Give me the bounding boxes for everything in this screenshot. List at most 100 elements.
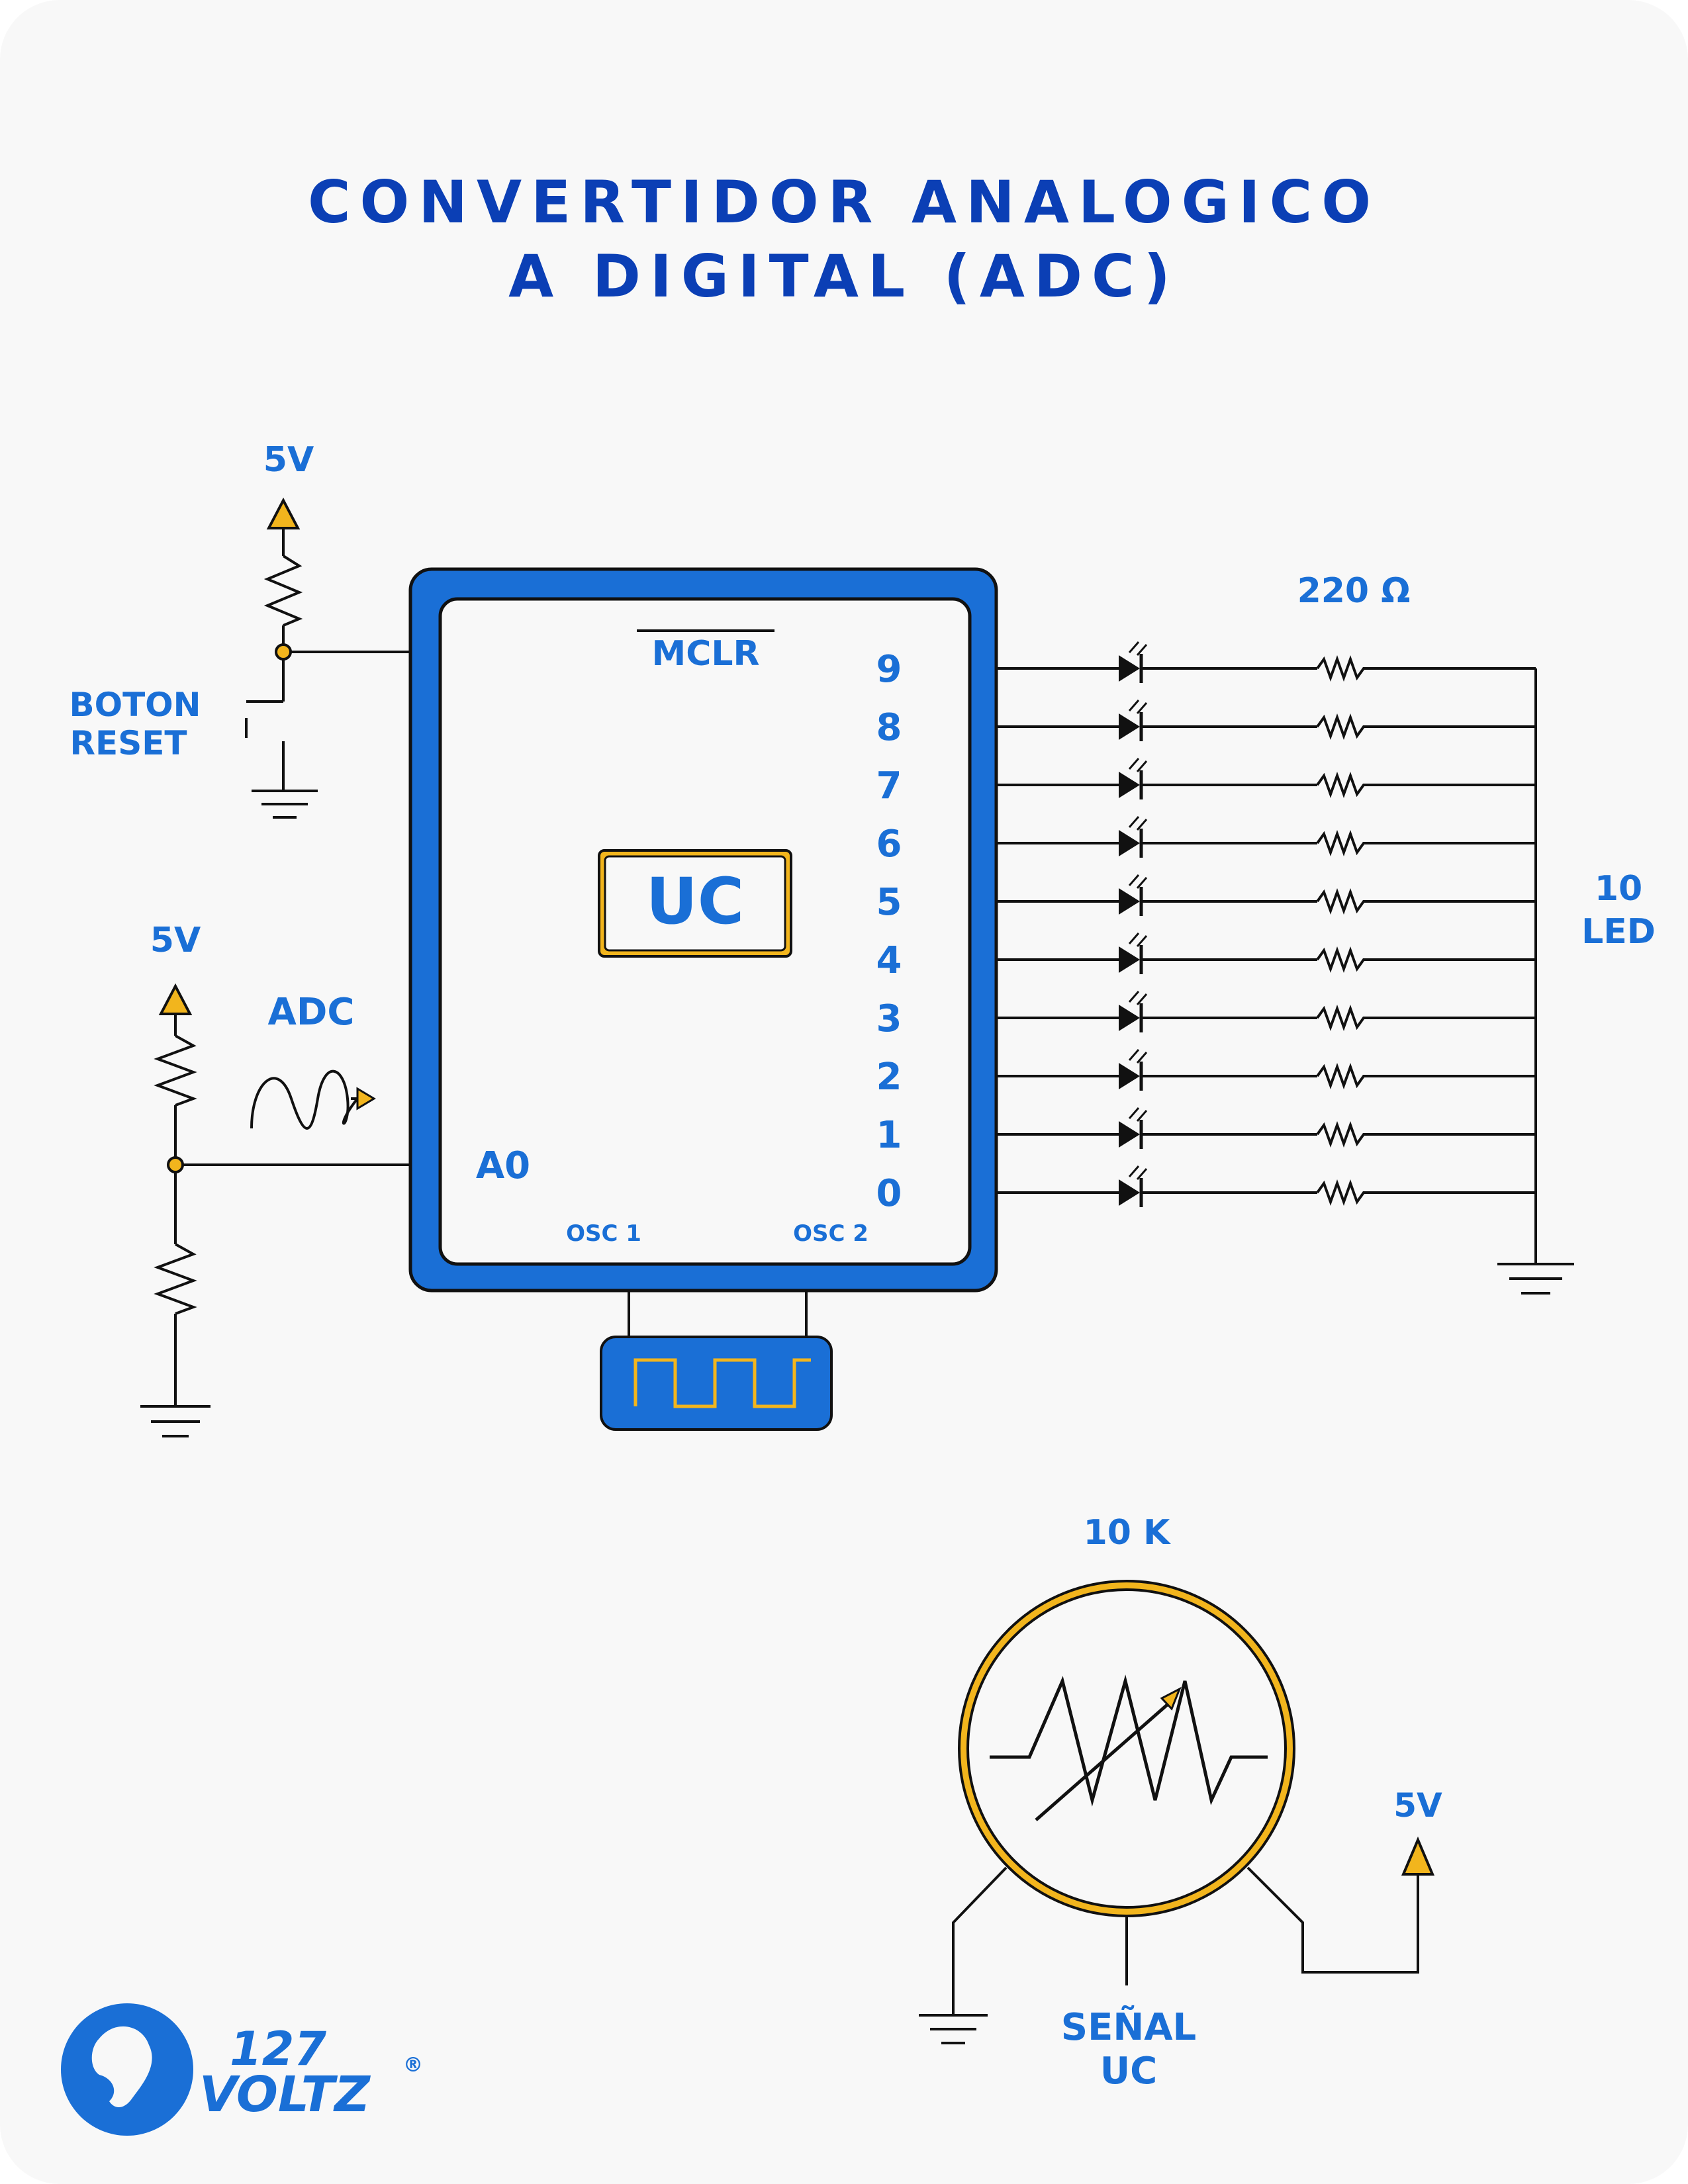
led-ray xyxy=(1136,644,1148,656)
analog-pin-label: A0 xyxy=(476,1144,530,1187)
title-line-2: A DIGITAL (ADC) xyxy=(508,242,1180,310)
reset-node xyxy=(275,643,292,660)
led-ray xyxy=(1136,702,1148,714)
osc1-label: OSC 1 xyxy=(566,1220,641,1247)
led-4-icon xyxy=(1119,946,1140,973)
led-5-icon xyxy=(1119,888,1140,915)
microcontroller xyxy=(408,567,998,1293)
led-ray xyxy=(1136,993,1148,1005)
resistor-7 xyxy=(1316,772,1377,798)
led-ray xyxy=(1128,874,1140,886)
led-8-icon xyxy=(1119,713,1140,740)
led-array xyxy=(996,641,1536,1207)
led-ray xyxy=(1128,1107,1140,1119)
crystal-oscillator xyxy=(600,1291,833,1431)
led-channel-8 xyxy=(996,700,1536,741)
brand-logo: 127 VOLTZ ® xyxy=(61,2003,423,2136)
pin-label-1: 1 xyxy=(876,1114,902,1157)
reset-5v-label: 5V xyxy=(263,440,314,480)
pot-inner-face xyxy=(966,1588,1287,1909)
pot-arrowhead-icon xyxy=(1160,1686,1182,1711)
led-2-icon xyxy=(1119,1063,1140,1089)
resistor-5 xyxy=(1316,888,1377,915)
reset-circuit xyxy=(245,497,410,819)
adc-lower-resistor xyxy=(154,1243,197,1315)
resistor-8 xyxy=(1316,713,1377,740)
led-ray xyxy=(1136,1052,1148,1064)
pot-resistor-zigzag xyxy=(990,1674,1268,1807)
led-count-line-2: LED xyxy=(1581,912,1656,952)
adc-5v-label: 5V xyxy=(150,921,201,960)
analog-wave-icon xyxy=(250,1069,359,1130)
led-ground-symbol xyxy=(1497,1263,1574,1295)
led-channel-7 xyxy=(996,758,1536,799)
wave-arrow-icon xyxy=(356,1087,376,1111)
pin-label-7: 7 xyxy=(876,764,902,807)
led-ray xyxy=(1136,935,1148,947)
resistor-3 xyxy=(1316,1005,1377,1031)
logo-number: 127 xyxy=(230,2022,326,2076)
output-pin-labels: 9 8 7 6 5 4 3 2 1 0 xyxy=(876,648,902,1215)
led-ray xyxy=(1128,758,1140,770)
led-ray xyxy=(1136,760,1148,772)
title-line-1: CONVERTIDOR ANALOGICO xyxy=(307,168,1381,236)
led-ray xyxy=(1128,933,1140,944)
adc-upper-resistor xyxy=(154,1034,197,1107)
pot-5v-label: 5V xyxy=(1393,1786,1442,1825)
adc-divider-circuit xyxy=(140,983,410,1437)
led-ray xyxy=(1128,816,1140,828)
led-ray xyxy=(1136,877,1148,889)
led-channel-9 xyxy=(996,641,1536,683)
resistor-6 xyxy=(1316,830,1377,856)
led-0-icon xyxy=(1119,1179,1140,1206)
led-channel-0 xyxy=(996,1165,1536,1207)
pin-label-5: 5 xyxy=(876,881,902,924)
pin-label-3: 3 xyxy=(876,997,902,1040)
potentiometer-detail xyxy=(919,1580,1435,2044)
uc-core-label: UC xyxy=(646,864,744,938)
pot-signal-line-1: SEÑAL xyxy=(1061,2006,1196,2049)
pot-wiper-arrow xyxy=(1035,1700,1173,1821)
led-ray xyxy=(1128,1049,1140,1061)
mclr-label: MCLR xyxy=(651,634,759,674)
pin-label-8: 8 xyxy=(876,706,902,749)
led-1-icon xyxy=(1119,1121,1140,1148)
page-title: CONVERTIDOR ANALOGICO A DIGITAL (ADC) xyxy=(0,165,1688,314)
led-7-icon xyxy=(1119,772,1140,798)
logo-registered-mark: ® xyxy=(403,2054,423,2077)
pot-signal-line-2: UC xyxy=(1100,2050,1158,2093)
led-ray xyxy=(1136,1110,1148,1122)
pin-label-9: 9 xyxy=(876,648,902,691)
led-channel-2 xyxy=(996,1049,1536,1091)
led-channel-4 xyxy=(996,933,1536,974)
pin-label-2: 2 xyxy=(876,1056,902,1099)
led-ray xyxy=(1128,991,1140,1003)
reset-5v-arrow-icon xyxy=(266,497,301,529)
resistor-0 xyxy=(1316,1179,1377,1206)
pot-value-label: 10 K xyxy=(1084,1513,1171,1553)
reset-label-line-1: BOTON xyxy=(69,686,201,724)
reset-label-line-2: RESET xyxy=(70,724,187,762)
led-channel-3 xyxy=(996,991,1536,1032)
square-wave-icon xyxy=(633,1358,811,1408)
led-6-icon xyxy=(1119,830,1140,856)
pin-label-6: 6 xyxy=(876,823,902,866)
led-3-icon xyxy=(1119,1005,1140,1031)
adc-node xyxy=(167,1156,184,1173)
led-ray xyxy=(1136,1168,1148,1180)
led-channel-6 xyxy=(996,816,1536,858)
led-ray xyxy=(1136,819,1148,831)
pin-label-4: 4 xyxy=(876,939,902,982)
pot-ground-lead xyxy=(952,1866,1008,2015)
adc-label: ADC xyxy=(268,991,355,1034)
led-ray xyxy=(1128,700,1140,711)
logo-name: VOLTZ xyxy=(199,2066,371,2123)
resistor-9 xyxy=(1316,655,1377,682)
resistor-4 xyxy=(1316,946,1377,973)
pin-label-0: 0 xyxy=(876,1172,902,1215)
led-channel-5 xyxy=(996,874,1536,916)
resistor-1 xyxy=(1316,1121,1377,1148)
pot-5v-arrow-icon xyxy=(1401,1836,1435,1876)
